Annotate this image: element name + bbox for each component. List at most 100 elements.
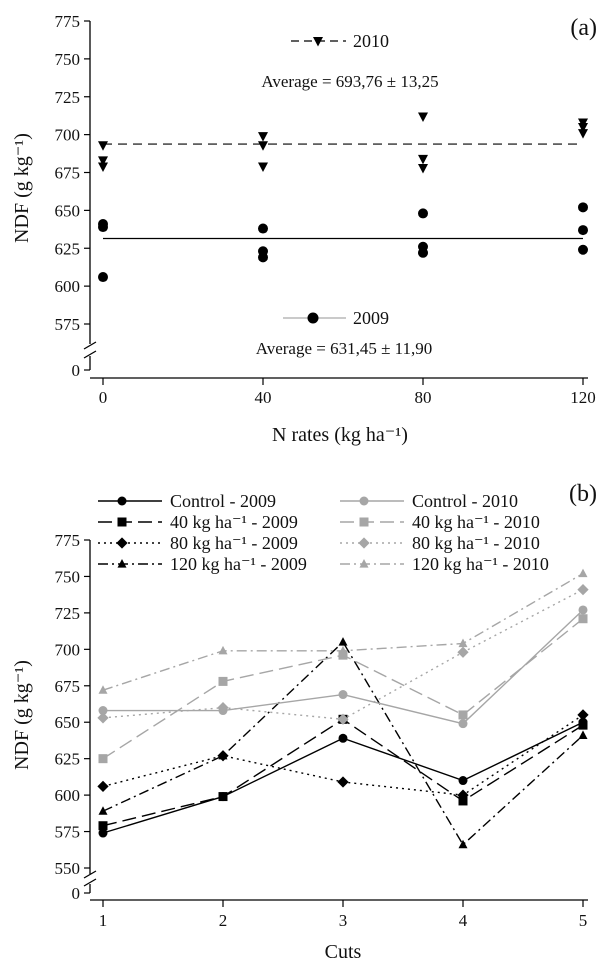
data-point [218,750,228,760]
legend-label: 80 kg ha⁻¹ - 2010 [412,533,540,553]
legend-marker [359,496,369,506]
data-point [98,222,108,233]
y-tick-label: 0 [72,361,81,380]
y-tick-label: 550 [55,859,81,878]
data-point [418,163,428,174]
y-tick-label: 775 [55,12,81,31]
legend-label: 120 kg ha⁻¹ - 2009 [170,554,307,574]
data-point [577,709,589,721]
legend-marker-2009 [307,312,319,324]
legend-label-2009: 2009 [353,308,389,328]
data-point [98,821,108,831]
data-point [457,646,469,658]
x-tick-label: 0 [99,388,108,407]
data-point [98,828,108,838]
legend-marker [358,537,370,549]
data-point [97,780,109,792]
series-line [102,572,584,691]
data-point [458,776,468,786]
data-point [98,706,108,716]
legend-marker [359,559,369,568]
data-point [218,645,228,655]
data-point [258,252,268,263]
data-point [578,123,588,133]
data-point [418,154,428,165]
y-tick-label: 600 [55,277,81,296]
data-point [218,792,228,802]
axis-break-mark [83,870,97,879]
data-point [418,208,428,219]
data-point [338,637,348,646]
data-point [98,754,108,764]
panel-label: (a) [570,15,597,41]
data-point [578,129,588,139]
data-point [338,690,348,700]
average-label-2010: Average = 693,76 ± 13,25 [261,72,438,91]
data-point [578,730,588,739]
data-point [577,583,589,596]
data-point [98,685,108,694]
data-point [578,605,588,615]
y-tick-label: 0 [72,884,81,903]
data-point [338,645,348,655]
y-tick-label: 700 [55,640,81,659]
legend-label: 80 kg ha⁻¹ - 2009 [170,533,298,553]
legend-marker [117,559,127,568]
axis-break-mark [83,341,97,350]
data-point [98,156,108,166]
data-point [337,776,349,788]
data-point [97,712,109,724]
y-axis-title: NDF (g kg⁻¹) [11,660,33,770]
data-point [218,676,228,686]
x-tick-label: 2 [219,911,228,930]
data-point [98,272,108,283]
y-tick-label: 600 [55,786,81,805]
data-point [258,132,268,142]
data-point [258,141,268,151]
axis-break-mark [83,878,97,887]
y-tick-label: 575 [55,315,81,334]
data-point [578,225,588,236]
legend-marker-2010 [313,37,323,47]
x-tick-label: 1 [99,911,108,930]
legend-label: Control - 2009 [170,491,276,511]
data-point [578,202,588,213]
y-tick-label: 625 [55,239,81,258]
y-tick-label: 575 [55,823,81,842]
x-axis-title: N rates (kg ha⁻¹) [272,424,408,446]
data-point [578,720,588,730]
data-point [458,796,468,806]
panel-a: 575 600 625 650 675 700 725 750 775 00 40 80 120 N ra… [11,12,597,446]
panel-b: 550 575 600 625 650 675 700 725 750 775 01 2 3 4 5 Cuts… [11,481,597,963]
data-point [258,223,268,234]
data-point [418,247,428,258]
legend-marker [117,517,127,527]
data-point [578,568,588,578]
data-point [458,839,468,849]
y-tick-label: 675 [55,677,81,696]
legend-label-2010: 2010 [353,31,389,51]
data-point [458,719,468,729]
y-tick-label: 775 [55,531,81,550]
data-point [258,162,268,172]
legend-marker [359,517,369,527]
x-tick-label: 80 [415,388,432,407]
y-tick-label: 675 [55,164,81,183]
y-tick-label: 725 [55,88,81,107]
x-tick-label: 120 [570,388,596,407]
x-tick-label: 3 [339,911,348,930]
data-point [98,806,108,815]
data-point [458,638,468,648]
y-tick-label: 700 [55,126,81,145]
data-point [98,162,108,172]
average-label-2009: Average = 631,45 ± 11,90 [256,339,433,358]
y-tick-label: 625 [55,750,81,769]
legend-marker [117,496,127,506]
y-tick-label: 725 [55,604,81,623]
legend-label: 120 kg ha⁻¹ - 2010 [412,554,549,574]
y-tick-label: 650 [55,713,81,732]
data-point [578,244,588,255]
data-point [98,141,108,151]
x-tick-label: 40 [255,388,272,407]
